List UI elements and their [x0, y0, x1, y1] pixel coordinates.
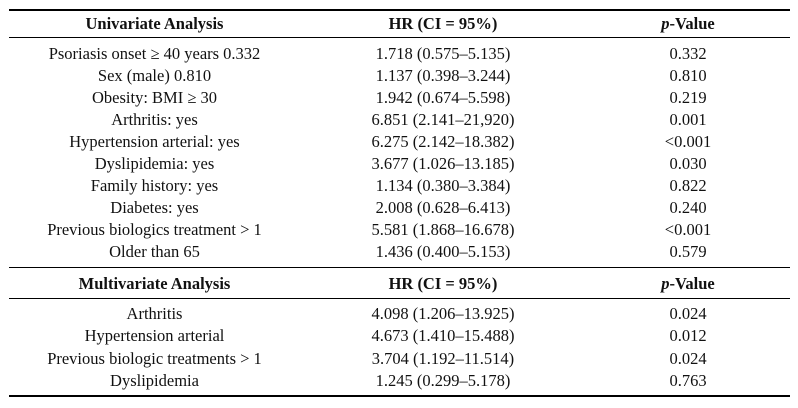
- hr-ci-cell: 4.673 (1.410–15.488): [371, 326, 515, 346]
- p-value-cell: 0.024: [669, 348, 707, 368]
- variable-cell: Dyslipidemia: [110, 370, 199, 390]
- variable-cell: Dyslipidemia: yes: [94, 154, 215, 173]
- table-row: Family history: yes 1.134 (0.380–3.384) 0.…: [9, 175, 790, 197]
- hr-ci-cell: 6.851 (2.141–21,920): [371, 110, 515, 129]
- p-value-cell: 0.332: [669, 44, 707, 63]
- variable-cell: Sex (male) 0.810: [97, 66, 212, 85]
- section-separator-rule: [9, 267, 790, 268]
- hr-ci-cell: 2.008 (0.628–6.413): [375, 198, 511, 217]
- p-value-suffix: -Value: [669, 274, 715, 293]
- table-row: Arthritis: yes 6.851 (2.141–21,920) 0.001: [9, 109, 790, 131]
- hr-ci-cell: 3.704 (1.192–11.514): [371, 348, 515, 368]
- hr-ci-cell: 5.581 (1.868–16.678): [371, 220, 515, 239]
- bottom-rule: [9, 395, 790, 397]
- hr-ci-cell: 1.137 (0.398–3.244): [375, 66, 511, 85]
- variable-cell: Arthritis: yes: [111, 110, 198, 129]
- hr-ci-cell: 1.942 (0.674–5.598): [375, 88, 511, 107]
- table-row: Psoriasis onset ≥ 40 years 0.332 1.718 (0…: [9, 43, 790, 65]
- p-value-cell: 0.030: [669, 154, 707, 173]
- p-italic: p: [661, 14, 670, 33]
- univariate-header-row: Univariate Analysis HR (CI = 95%) p-Valu…: [9, 13, 790, 35]
- univariate-header-rule: [9, 37, 790, 38]
- p-value-cell: 0.012: [669, 326, 707, 346]
- p-value-cell: 0.763: [669, 370, 707, 390]
- multivariate-hr-header: HR (CI = 95%): [388, 274, 498, 293]
- multivariate-header-rule: [9, 298, 790, 299]
- hr-ci-cell: 1.436 (0.400–5.153): [375, 242, 511, 261]
- p-value-suffix: -Value: [669, 14, 715, 33]
- p-value-cell: 0.810: [669, 66, 707, 85]
- p-italic: p: [661, 274, 670, 293]
- p-value-cell: 0.579: [669, 242, 707, 261]
- univariate-pvalue-header: p-Value: [586, 14, 790, 34]
- hr-ci-cell: 1.245 (0.299–5.178): [375, 370, 511, 390]
- variable-cell: Previous biologics treatment > 1: [47, 220, 262, 239]
- p-value-cell: 0.240: [669, 198, 707, 217]
- table-row: Obesity: BMI ≥ 30 1.942 (0.674–5.598) 0.21…: [9, 87, 790, 109]
- univariate-header-label: Univariate Analysis: [85, 14, 224, 33]
- hr-ci-cell: 1.134 (0.380–3.384): [375, 176, 511, 195]
- hr-ci-cell: 3.677 (1.026–13.185): [371, 154, 515, 173]
- table-row: Dyslipidemia: yes 3.677 (1.026–13.185) 0.0…: [9, 153, 790, 175]
- variable-cell: Hypertension arterial: [84, 326, 225, 346]
- variable-cell: Hypertension arterial: yes: [69, 132, 240, 151]
- table-row: Arthritis 4.098 (1.206–13.925) 0.024: [9, 303, 790, 325]
- p-value-cell: 0.219: [669, 88, 707, 107]
- p-value-cell: <0.001: [664, 220, 712, 239]
- p-value-cell: <0.001: [664, 132, 712, 151]
- variable-cell: Older than 65: [109, 242, 200, 261]
- table-row: Hypertension arterial 4.673 (1.410–15.488…: [9, 325, 790, 347]
- table-row: Previous biologic treatments > 1 3.704 (1…: [9, 348, 790, 370]
- multivariate-header-label: Multivariate Analysis: [78, 274, 231, 293]
- table-row: Diabetes: yes 2.008 (0.628–6.413) 0.240: [9, 197, 790, 219]
- table-row: Dyslipidemia 1.245 (0.299–5.178) 0.763: [9, 370, 790, 392]
- table-row: Older than 65 1.436 (0.400–5.153) 0.579: [9, 241, 790, 263]
- p-value-cell: 0.001: [669, 110, 707, 129]
- hr-ci-cell: 4.098 (1.206–13.925): [371, 304, 515, 323]
- p-value-cell: 0.822: [669, 176, 707, 195]
- variable-cell: Previous biologic treatments > 1: [47, 348, 262, 368]
- multivariate-pvalue-header: p-Value: [586, 274, 790, 294]
- table-row: Previous biologics treatment > 1 5.581 (1…: [9, 219, 790, 241]
- variable-cell: Obesity: BMI ≥ 30: [91, 88, 217, 107]
- variable-cell: Arthritis: [126, 304, 183, 323]
- variable-cell: Family history: yes: [90, 176, 219, 195]
- table-row: Sex (male) 0.810 1.137 (0.398–3.244) 0.810: [9, 65, 790, 87]
- multivariate-header-row: Multivariate Analysis HR (CI = 95%) p-Va…: [9, 273, 790, 295]
- top-rule: [9, 9, 790, 11]
- univariate-hr-header: HR (CI = 95%): [388, 14, 498, 33]
- table-row: Hypertension arterial: yes 6.275 (2.142–1…: [9, 131, 790, 153]
- hr-ci-cell: 6.275 (2.142–18.382): [371, 132, 515, 151]
- p-value-cell: 0.024: [669, 304, 707, 323]
- variable-cell: Diabetes: yes: [110, 198, 199, 217]
- hr-ci-cell: 1.718 (0.575–5.135): [375, 44, 511, 63]
- variable-cell: Psoriasis onset ≥ 40 years 0.332: [48, 44, 261, 63]
